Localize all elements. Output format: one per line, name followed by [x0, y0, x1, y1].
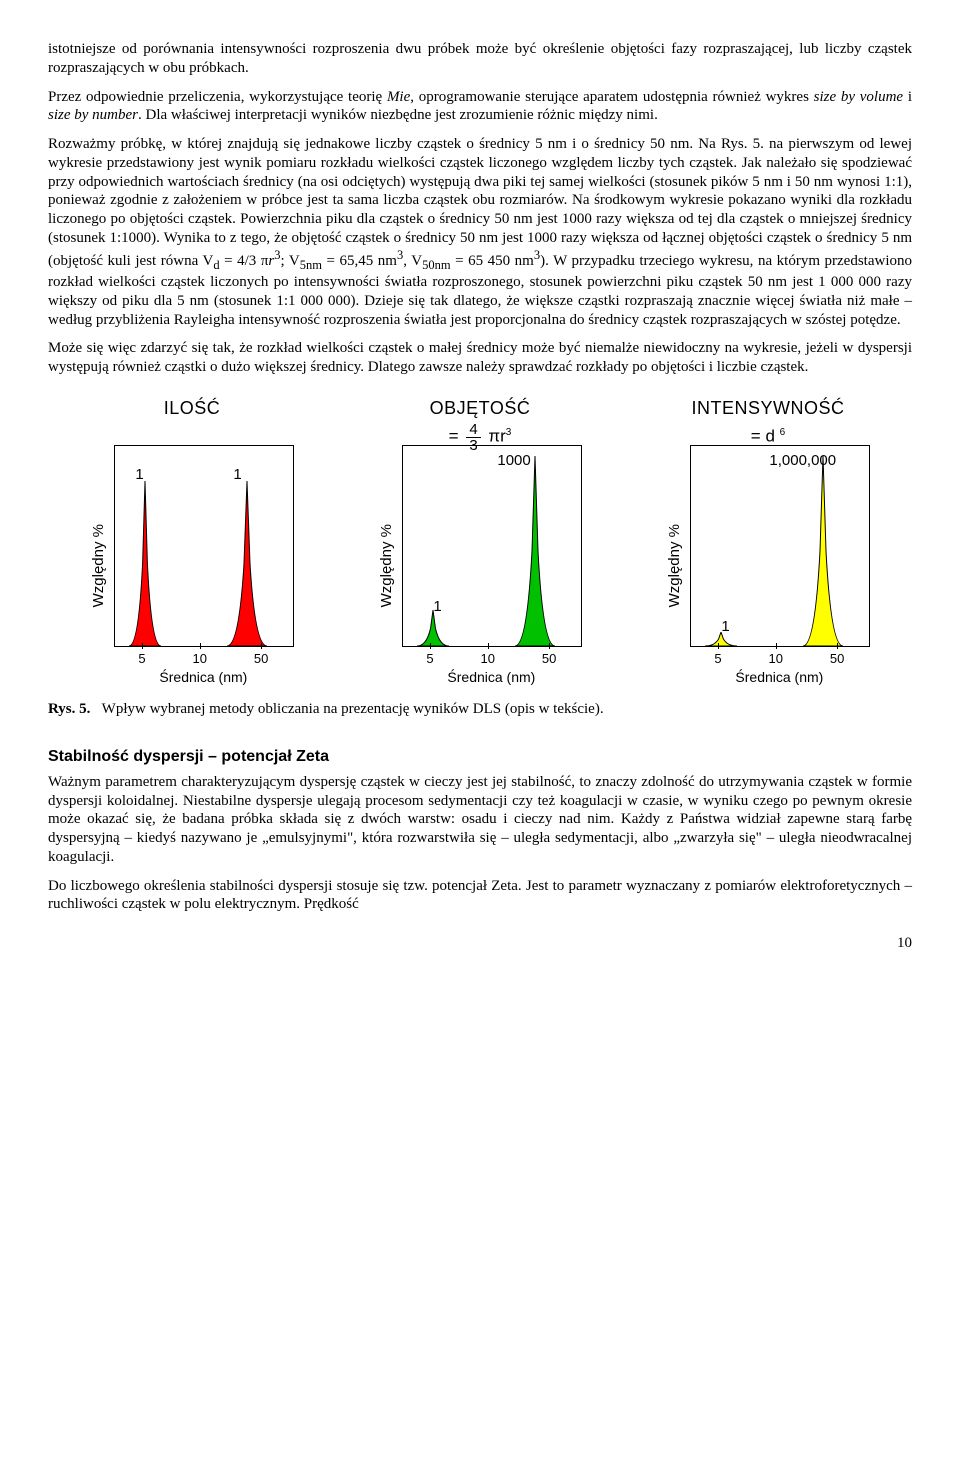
- chart-title: ILOŚĆ: [164, 397, 221, 420]
- paragraph: Może się więc zdarzyć się tak, że rozkła…: [48, 339, 912, 377]
- x-tick: 5: [138, 651, 145, 667]
- chart-subtitle: = d 6: [751, 421, 785, 445]
- x-axis-label: Średnica (nm): [402, 669, 580, 687]
- chart-title: OBJĘTOŚĆ: [430, 397, 531, 420]
- plot-frame: 1 1: [114, 445, 294, 647]
- plot-frame: 1 1000: [402, 445, 582, 647]
- x-tick: 10: [481, 651, 495, 667]
- y-axis-label: Względny %: [378, 524, 397, 607]
- paragraph: Przez odpowiednie przeliczenia, wykorzys…: [48, 88, 912, 126]
- peak: [129, 481, 161, 646]
- chart-objetosc: OBJĘTOŚĆ = 43 πr3 Względny % 1 1000 5 10…: [350, 397, 610, 686]
- chart-intensywnosc: INTENSYWNOŚĆ = d 6 Względny % 1 1,000,00…: [638, 397, 898, 686]
- x-axis: 5 10 50 Średnica (nm): [690, 651, 868, 686]
- chart-subtitle: = 43 πr3: [449, 421, 512, 445]
- peak: [803, 456, 843, 646]
- x-axis-label: Średnica (nm): [690, 669, 868, 687]
- page-number: 10: [48, 934, 912, 953]
- x-axis-label: Średnica (nm): [114, 669, 292, 687]
- peak: [417, 610, 449, 646]
- paragraph: Rozważmy próbkę, w której znajdują się j…: [48, 135, 912, 329]
- y-axis-label: Względny %: [90, 524, 109, 607]
- section-heading: Stabilność dyspersji – potencjał Zeta: [48, 747, 912, 767]
- x-tick: 10: [769, 651, 783, 667]
- x-tick: 50: [254, 651, 268, 667]
- paragraph: Ważnym parametrem charakteryzującym dysp…: [48, 773, 912, 867]
- x-tick: 5: [714, 651, 721, 667]
- paragraph: Do liczbowego określenia stabilności dys…: [48, 877, 912, 915]
- figure-caption: Rys. 5. Wpływ wybranej metody obliczania…: [48, 700, 912, 719]
- x-axis: 5 10 50 Średnica (nm): [402, 651, 580, 686]
- paragraph: istotniejsze od porównania intensywności…: [48, 40, 912, 78]
- x-axis: 5 10 50 Średnica (nm): [114, 651, 292, 686]
- chart-title: INTENSYWNOŚĆ: [691, 397, 844, 420]
- plot-frame: 1 1,000,000: [690, 445, 870, 647]
- peak: [515, 456, 555, 646]
- peak: [705, 632, 737, 646]
- x-tick: 50: [830, 651, 844, 667]
- y-axis-label: Względny %: [666, 524, 685, 607]
- chart-ilosc: ILOŚĆ Względny % 1 1 5 10 50 Średnica (n…: [62, 397, 322, 686]
- peak: [227, 481, 267, 646]
- charts-container: ILOŚĆ Względny % 1 1 5 10 50 Średnica (n…: [48, 397, 912, 686]
- x-tick: 50: [542, 651, 556, 667]
- x-tick: 5: [426, 651, 433, 667]
- x-tick: 10: [193, 651, 207, 667]
